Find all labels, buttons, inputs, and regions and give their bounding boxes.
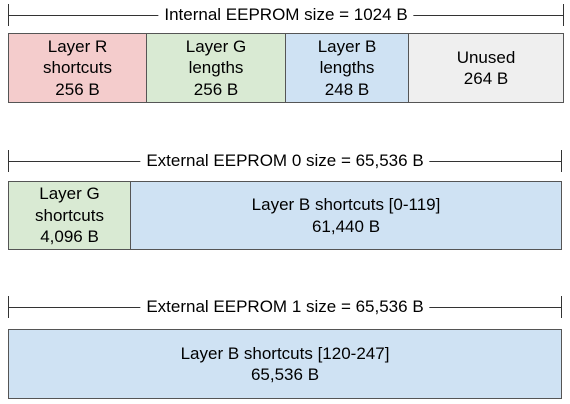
block-size: 4,096 B [40,227,99,247]
block-line: Layer B shortcuts [0-119] [251,195,441,214]
block-line: shortcuts [43,58,112,78]
block-size: 264 B [463,69,509,88]
block-line: Layer R [47,36,108,56]
block-line: Layer G [39,184,100,204]
external-eeprom-1-dimension: External EEPROM 1 size = 65,536 B [8,292,562,324]
unused-block: Unused 264 B [409,33,564,103]
block-size: 256 B [55,79,100,99]
block-size: 256 B [193,79,239,99]
block-size: 61,440 B [311,216,381,236]
block-line: Layer G [185,36,247,56]
internal-eeprom-size-label: Internal EEPROM size = 1024 B [158,3,414,27]
block-line: Layer B [317,36,377,56]
dimension-tick-right [563,4,564,26]
dimension-tick-right [561,150,562,172]
block-line: lengths [188,58,244,78]
external-eeprom-0-row: Layer G shortcuts 4,096 B Layer B shortc… [8,181,562,250]
dimension-tick-right [561,296,562,318]
layer-b-lengths-block: Layer B lengths 248 B [286,33,409,103]
external-eeprom-0-dimension: External EEPROM 0 size = 65,536 B [8,146,562,178]
layer-b-shortcuts-0-119-block: Layer B shortcuts [0-119] 61,440 B [131,181,562,250]
block-line: Layer B shortcuts [120-247] [180,343,390,363]
dimension-tick-left [8,150,9,172]
layer-b-shortcuts-120-247-block: Layer B shortcuts [120-247] 65,536 B [8,329,562,399]
block-line: Unused [456,47,516,67]
external-eeprom-0-size-label: External EEPROM 0 size = 65,536 B [140,149,430,173]
layer-g-lengths-block: Layer G lengths 256 B [147,33,286,103]
layer-r-shortcuts-block: Layer R shortcuts 256 B [8,33,147,103]
internal-eeprom-dimension: Internal EEPROM size = 1024 B [8,0,564,32]
block-line: lengths [319,58,375,78]
block-size: 65,536 B [250,365,320,384]
dimension-tick-left [8,296,9,318]
external-eeprom-1-row: Layer B shortcuts [120-247] 65,536 B [8,329,562,399]
block-line: shortcuts [35,205,104,225]
layer-g-shortcuts-block: Layer G shortcuts 4,096 B [8,181,131,250]
block-size: 248 B [324,79,370,99]
internal-eeprom-row: Layer R shortcuts 256 B Layer G lengths … [8,33,564,103]
external-eeprom-1-size-label: External EEPROM 1 size = 65,536 B [140,295,430,319]
dimension-tick-left [8,4,9,26]
